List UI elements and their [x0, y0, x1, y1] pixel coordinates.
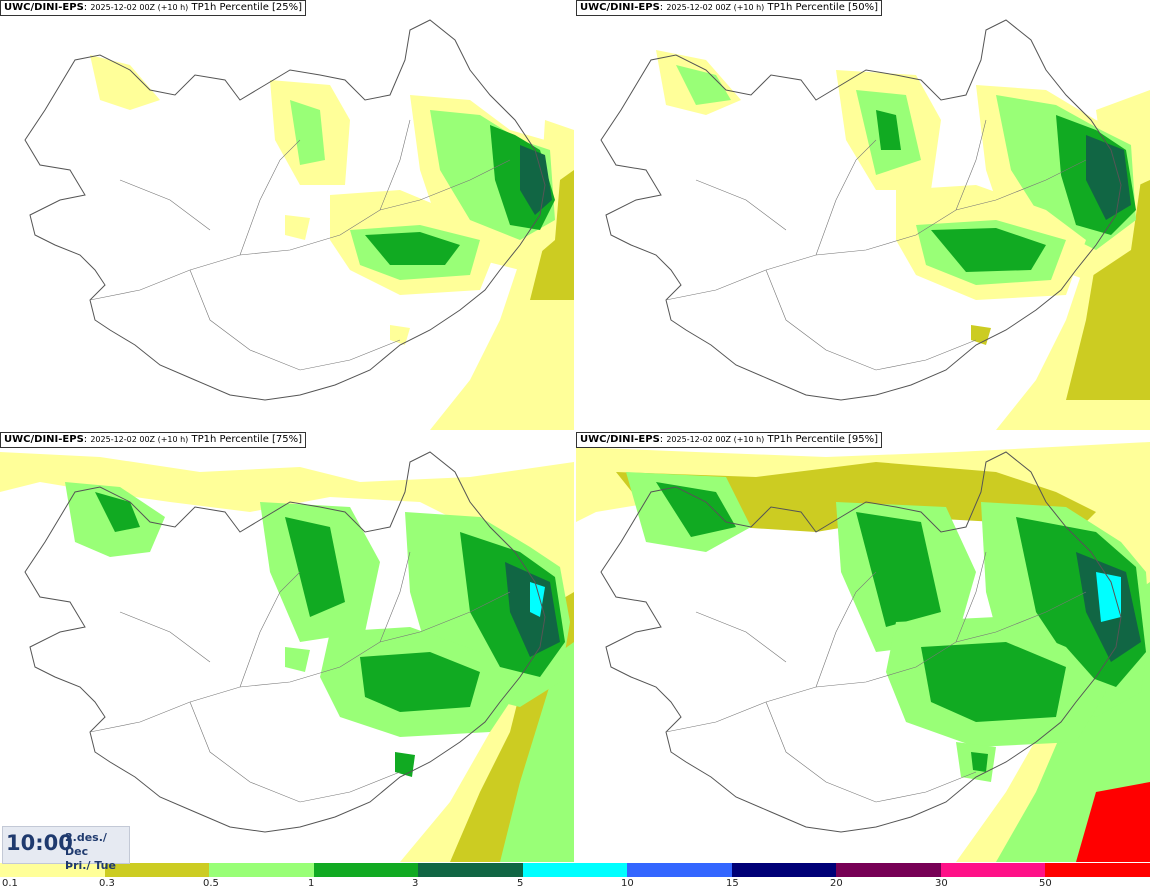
legend-label: 0.5	[203, 878, 219, 889]
legend-swatch	[1045, 863, 1150, 877]
valid-time-box: 10:00 2.des./ Dec Þri./ Tue	[2, 826, 130, 872]
precip-field	[0, 432, 574, 862]
panel-title: UWC/DINI-EPS: 2025-12-02 00Z (+10 h) TP1…	[0, 0, 307, 16]
legend-label: 10	[621, 878, 634, 889]
precip-field	[576, 432, 1150, 862]
legend-swatch	[418, 863, 523, 877]
legend-label: 3	[412, 878, 419, 889]
legend-label: 15	[726, 878, 739, 889]
legend-swatch	[522, 863, 628, 877]
legend-swatch	[209, 863, 314, 877]
legend-swatch	[313, 863, 419, 877]
panel-title: UWC/DINI-EPS: 2025-12-02 00Z (+10 h) TP1…	[0, 432, 307, 448]
legend-swatch	[836, 863, 941, 877]
legend-swatch	[731, 863, 837, 877]
map-panel-p25: UWC/DINI-EPS: 2025-12-02 00Z (+10 h) TP1…	[0, 0, 574, 430]
legend-swatch	[104, 863, 210, 877]
legend-label: 1	[308, 878, 315, 889]
panel-title: UWC/DINI-EPS: 2025-12-02 00Z (+10 h) TP1…	[576, 432, 883, 448]
legend-label: 20	[830, 878, 843, 889]
precip-field	[576, 0, 1150, 430]
legend-label: 50	[1039, 878, 1052, 889]
valid-time: 10:00	[6, 831, 73, 855]
panel-divider	[574, 0, 576, 862]
map-panel-p75: UWC/DINI-EPS: 2025-12-02 00Z (+10 h) TP1…	[0, 432, 574, 862]
valid-date: 2.des./ Dec Þri./ Tue	[65, 831, 116, 872]
legend-swatch	[940, 863, 1046, 877]
legend-swatch	[0, 863, 105, 877]
map-panel-p50: UWC/DINI-EPS: 2025-12-02 00Z (+10 h) TP1…	[576, 0, 1150, 430]
color-legend: 0.1 0.3 0.5 1 3 5 10 15 20 30 50	[0, 862, 1150, 891]
legend-label: 5	[517, 878, 524, 889]
precip-field	[0, 0, 574, 430]
legend-label: 0.3	[99, 878, 115, 889]
legend-label: 30	[935, 878, 948, 889]
legend-swatch	[627, 863, 732, 877]
legend-color-bar	[0, 863, 1150, 877]
panel-title: UWC/DINI-EPS: 2025-12-02 00Z (+10 h) TP1…	[576, 0, 883, 16]
legend-label: 0.1	[2, 878, 18, 889]
map-panel-p95: UWC/DINI-EPS: 2025-12-02 00Z (+10 h) TP1…	[576, 432, 1150, 862]
